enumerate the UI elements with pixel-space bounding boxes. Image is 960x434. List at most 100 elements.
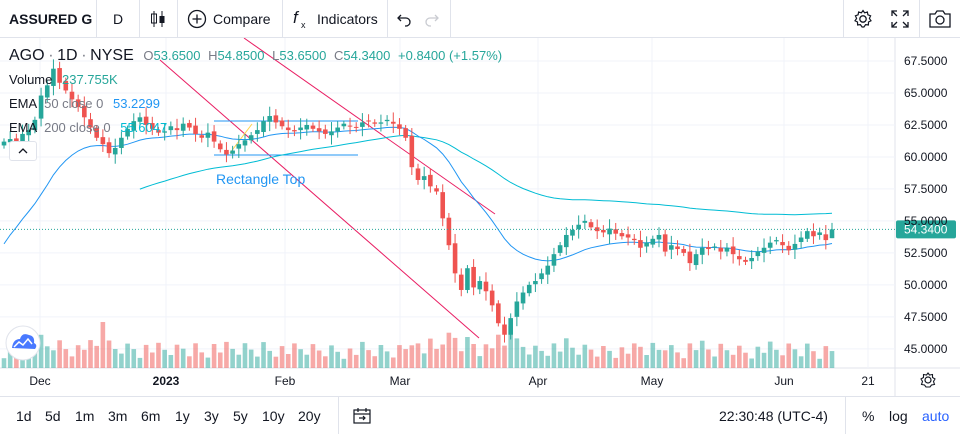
- camera-icon[interactable]: [928, 0, 952, 38]
- range-button-1y[interactable]: 1y: [175, 407, 190, 424]
- trend-channel-upper[interactable]: [243, 38, 496, 215]
- candle-body[interactable]: [520, 292, 526, 304]
- range-button-1d[interactable]: 1d: [16, 407, 32, 424]
- candle-body[interactable]: [786, 245, 792, 251]
- candle-body[interactable]: [823, 234, 829, 241]
- candle-body[interactable]: [119, 137, 124, 148]
- candle-body[interactable]: [224, 149, 229, 155]
- auto-toggle[interactable]: auto: [922, 407, 950, 424]
- candle-body[interactable]: [292, 130, 297, 132]
- candle-body[interactable]: [63, 80, 69, 91]
- candle-body[interactable]: [378, 122, 384, 124]
- candle-body[interactable]: [588, 222, 594, 228]
- candle-body[interactable]: [261, 121, 266, 133]
- candle-body[interactable]: [693, 254, 699, 266]
- candle-body[interactable]: [390, 121, 396, 124]
- candle-body[interactable]: [149, 123, 155, 129]
- range-button-1m[interactable]: 1m: [75, 407, 95, 424]
- series-legend[interactable]: AGO · 1D · NYSE O53.6500 H54.8500 L53.65…: [9, 47, 502, 65]
- candle-body[interactable]: [675, 246, 680, 250]
- candle-body[interactable]: [687, 251, 693, 264]
- candle-body[interactable]: [273, 115, 279, 123]
- candle-body[interactable]: [724, 247, 730, 252]
- range-button-6m[interactable]: 6m: [141, 407, 161, 424]
- candle-body[interactable]: [780, 242, 785, 246]
- candle-body[interactable]: [341, 123, 347, 127]
- candle-body[interactable]: [502, 324, 507, 335]
- candle-body[interactable]: [316, 128, 322, 132]
- candle-body[interactable]: [681, 249, 687, 253]
- settings-icon[interactable]: [852, 0, 874, 38]
- candle-body[interactable]: [557, 245, 563, 253]
- candle-body[interactable]: [539, 273, 544, 280]
- interval-button[interactable]: D: [113, 11, 124, 27]
- candle-body[interactable]: [384, 119, 390, 122]
- range-button-5y[interactable]: 5y: [233, 407, 248, 424]
- candle-body[interactable]: [415, 168, 421, 180]
- candle-body[interactable]: [125, 128, 130, 137]
- candle-body[interactable]: [187, 123, 192, 128]
- candle-body[interactable]: [168, 126, 174, 131]
- candle-body[interactable]: [409, 135, 415, 168]
- candle-body[interactable]: [829, 229, 835, 239]
- candle-body[interactable]: [7, 139, 13, 143]
- candle-body[interactable]: [737, 256, 742, 260]
- candle-body[interactable]: [533, 281, 538, 285]
- candle-body[interactable]: [347, 125, 353, 127]
- candle-body[interactable]: [112, 148, 118, 155]
- candle-body[interactable]: [421, 176, 427, 180]
- candle-body[interactable]: [798, 237, 804, 243]
- candle-body[interactable]: [199, 135, 205, 138]
- candle-body[interactable]: [804, 231, 810, 239]
- candle-body[interactable]: [699, 247, 705, 255]
- percent-toggle[interactable]: %: [862, 407, 875, 424]
- candle-body[interactable]: [563, 234, 569, 248]
- compare-button[interactable]: Compare: [187, 0, 271, 38]
- ema200-legend[interactable]: EMA 200 close 0 55.6047: [9, 120, 167, 135]
- candle-body[interactable]: [255, 130, 260, 134]
- candle-body[interactable]: [100, 137, 106, 145]
- candle-body[interactable]: [32, 119, 38, 131]
- candle-body[interactable]: [489, 290, 495, 306]
- candle-body[interactable]: [285, 127, 291, 131]
- candle-body[interactable]: [82, 105, 87, 118]
- candle-body[interactable]: [20, 133, 25, 144]
- time-axis[interactable]: Dec 2023 Feb Mar Apr May Jun 21: [29, 374, 875, 388]
- candle-body[interactable]: [329, 131, 334, 136]
- candle-body[interactable]: [446, 217, 452, 246]
- candle-body[interactable]: [607, 228, 612, 235]
- candle-body[interactable]: [650, 238, 656, 245]
- candle-body[interactable]: [143, 116, 149, 125]
- candle-body[interactable]: [230, 150, 235, 154]
- candle-body[interactable]: [372, 122, 378, 124]
- candle-body[interactable]: [440, 192, 446, 219]
- candle-body[interactable]: [69, 91, 75, 100]
- candle-body[interactable]: [749, 258, 754, 262]
- candle-body[interactable]: [242, 140, 248, 146]
- axis-settings-icon[interactable]: [920, 372, 936, 388]
- candle-body[interactable]: [582, 220, 588, 223]
- candle-body[interactable]: [471, 266, 476, 288]
- candles-icon[interactable]: [149, 0, 167, 38]
- candle-body[interactable]: [452, 243, 458, 274]
- price-axis[interactable]: 67.5000 65.0000 62.5000 60.0000 57.5000 55.00…: [904, 54, 948, 356]
- candle-body[interactable]: [57, 68, 62, 83]
- candle-body[interactable]: [193, 125, 198, 134]
- candle-body[interactable]: [656, 234, 662, 240]
- candle-body[interactable]: [465, 268, 470, 290]
- candle-body[interactable]: [570, 229, 575, 236]
- candle-body[interactable]: [279, 120, 285, 127]
- candle-body[interactable]: [162, 131, 167, 133]
- candle-body[interactable]: [403, 128, 408, 138]
- range-button-3m[interactable]: 3m: [108, 407, 128, 424]
- candle-body[interactable]: [304, 124, 310, 130]
- candle-body[interactable]: [526, 284, 532, 294]
- redo-icon[interactable]: [424, 0, 440, 38]
- candle-body[interactable]: [625, 234, 631, 238]
- candle-body[interactable]: [706, 247, 711, 250]
- ema50-legend[interactable]: EMA 50 close 0 53.2299: [9, 96, 160, 111]
- candle-body[interactable]: [669, 245, 674, 250]
- candle-body[interactable]: [458, 274, 464, 290]
- fullscreen-icon[interactable]: [890, 0, 910, 38]
